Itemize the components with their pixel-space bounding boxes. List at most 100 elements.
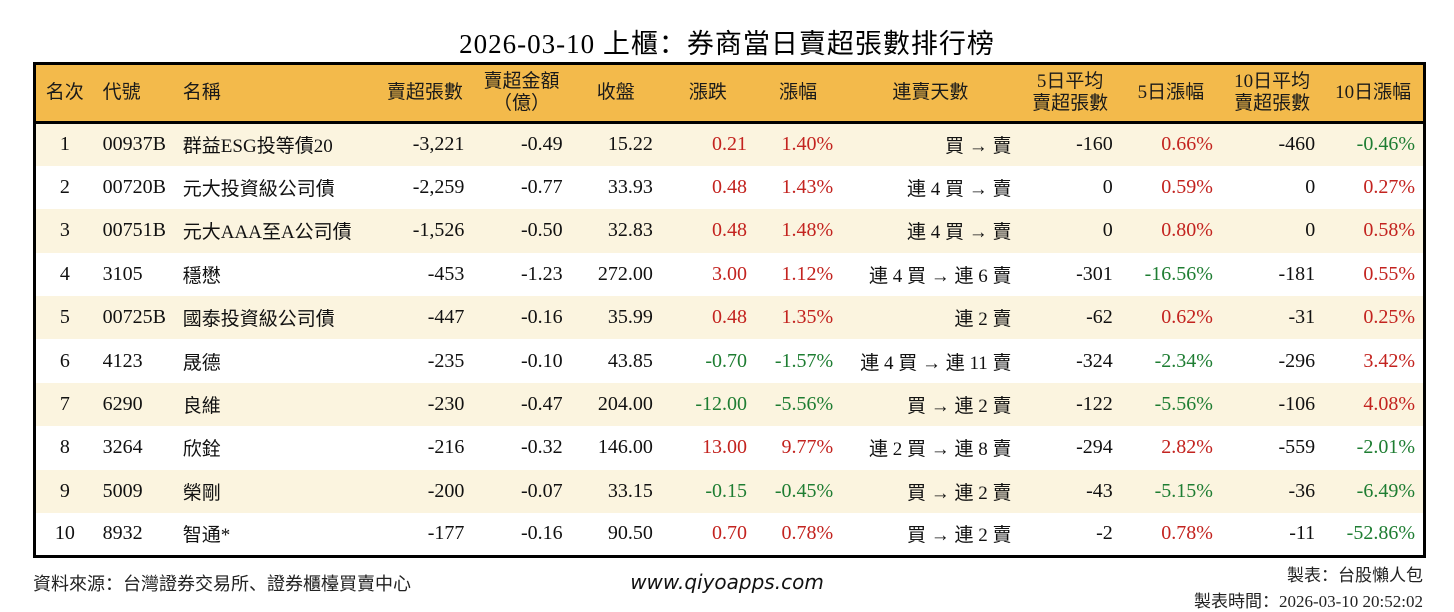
- sell-amount-cell: -0.16: [520, 522, 563, 545]
- name-cell: 榮剛: [182, 482, 221, 504]
- sell-amount-cell: -0.77: [520, 176, 563, 199]
- sell-amount-cell: -1.23: [520, 262, 563, 285]
- sell-amount-cell: -0.47: [520, 393, 563, 416]
- ranking-table: 名次 代號 名稱 賣超張數 賣超金額 （億） 收盤 漲跌 漲幅 連賣天數 5日平…: [33, 62, 1426, 558]
- change-pct-cell: 1.12%: [781, 262, 834, 285]
- table-row: 3 00751B 元大AAA至A公司債 -1,526 -0.50 32.83 0…: [34, 209, 1425, 253]
- avg5-cell: -43: [1086, 479, 1113, 502]
- code-cell: 00720B: [102, 176, 166, 199]
- avg10-cell: -36: [1288, 479, 1316, 502]
- avg5-cell: -324: [1076, 349, 1113, 372]
- name-cell: 穩懋: [182, 265, 221, 287]
- name-cell: 元大投資級公司債: [182, 179, 335, 201]
- code-cell: 8932: [102, 522, 143, 545]
- pct5-cell: 0.80%: [1161, 219, 1213, 242]
- change-cell: 0.48: [712, 219, 748, 242]
- pct10-cell: -52.86%: [1346, 522, 1415, 545]
- table-row: 6 4123 晟德 -235 -0.10 43.85 -0.70 -1.57% …: [34, 339, 1425, 383]
- sell-amount-cell: -0.16: [520, 306, 563, 329]
- change-pct-cell: 1.35%: [781, 306, 834, 329]
- change-pct-cell: -1.57%: [774, 349, 834, 372]
- credit-author: 製表：台股懶人包: [1287, 566, 1423, 585]
- sell-amount-cell: -0.07: [520, 479, 563, 502]
- table-row: 7 6290 良維 -230 -0.47 204.00 -12.00 -5.56…: [34, 382, 1425, 427]
- change-pct-cell: 9.77%: [781, 436, 834, 459]
- page-title: 2026-03-10 上櫃：券商當日賣超張數排行榜: [459, 29, 995, 59]
- sell-amount-cell: -0.50: [520, 219, 563, 242]
- sell-lots-cell: -453: [427, 262, 465, 285]
- pct5-cell: -16.56%: [1144, 262, 1213, 285]
- rank-cell: 7: [59, 393, 70, 416]
- pct10-cell: -6.49%: [1356, 479, 1415, 502]
- streak-cell: 買 → 連 2 賣: [907, 525, 1012, 547]
- sell-lots-cell: -200: [427, 479, 465, 502]
- name-cell: 智通*: [182, 525, 231, 547]
- pct10-cell: 0.58%: [1363, 219, 1415, 242]
- streak-cell: 連 4 買 → 賣: [907, 179, 1012, 201]
- name-cell: 元大AAA至A公司債: [182, 222, 352, 244]
- header-name: 名稱: [176, 63, 378, 124]
- avg5-cell: -2: [1096, 522, 1113, 545]
- pct10-cell: -0.46%: [1356, 133, 1415, 156]
- streak-cell: 買 → 連 2 賣: [907, 396, 1012, 418]
- rank-cell: 8: [59, 436, 70, 459]
- header-change-pct: 漲幅: [755, 63, 842, 124]
- streak-cell: 連 2 買 → 連 8 賣: [869, 439, 1012, 461]
- rank-cell: 6: [59, 349, 70, 372]
- name-cell: 國泰投資級公司債: [182, 309, 335, 331]
- sell-lots-cell: -230: [427, 393, 465, 416]
- header-streak: 連賣天數: [841, 63, 1020, 124]
- pct10-cell: 3.42%: [1363, 349, 1415, 372]
- pct5-cell: 0.78%: [1161, 522, 1213, 545]
- avg5-cell: -122: [1076, 393, 1113, 416]
- pct5-cell: 0.66%: [1161, 133, 1213, 156]
- rank-cell: 10: [54, 522, 75, 545]
- avg5-cell: -160: [1076, 133, 1113, 156]
- header-avg10: 10日平均 賣超張數: [1220, 63, 1324, 124]
- close-cell: 204.00: [597, 393, 653, 416]
- name-cell: 欣銓: [182, 439, 221, 461]
- website-url: www.qiyoapps.com: [630, 570, 824, 594]
- change-cell: 13.00: [702, 436, 748, 459]
- code-cell: 5009: [102, 479, 143, 502]
- close-cell: 90.50: [607, 522, 653, 545]
- avg5-cell: 0: [1102, 219, 1113, 242]
- change-pct-cell: 0.78%: [781, 522, 834, 545]
- pct5-cell: -5.15%: [1154, 479, 1213, 502]
- close-cell: 272.00: [597, 262, 653, 285]
- sell-lots-cell: -2,259: [412, 176, 465, 199]
- rank-cell: 3: [59, 219, 70, 242]
- avg10-cell: -31: [1288, 306, 1316, 329]
- rank-cell: 4: [59, 262, 70, 285]
- sell-lots-cell: -235: [427, 349, 465, 372]
- pct5-cell: -2.34%: [1154, 349, 1213, 372]
- change-pct-cell: -0.45%: [774, 479, 834, 502]
- rank-cell: 1: [59, 133, 70, 156]
- avg10-cell: 0: [1305, 176, 1316, 199]
- header-pct10: 10日漲幅: [1323, 63, 1425, 124]
- close-cell: 32.83: [607, 219, 653, 242]
- table-body: 1 00937B 群益ESG投等債20 -3,221 -0.49 15.22 0…: [34, 122, 1425, 557]
- close-cell: 35.99: [607, 306, 653, 329]
- table-header: 名次 代號 名稱 賣超張數 賣超金額 （億） 收盤 漲跌 漲幅 連賣天數 5日平…: [34, 63, 1425, 124]
- code-cell: 00937B: [102, 133, 166, 156]
- change-cell: 0.21: [712, 133, 748, 156]
- sell-lots-cell: -447: [427, 306, 465, 329]
- header-close: 收盤: [570, 63, 661, 124]
- name-cell: 群益ESG投等債20: [182, 136, 333, 158]
- avg10-cell: -559: [1278, 436, 1316, 459]
- avg10-cell: -460: [1278, 133, 1316, 156]
- sell-amount-cell: -0.32: [520, 436, 563, 459]
- pct10-cell: 0.55%: [1363, 262, 1415, 285]
- pct5-cell: 2.82%: [1161, 436, 1213, 459]
- code-cell: 3264: [102, 436, 143, 459]
- close-cell: 146.00: [597, 436, 653, 459]
- header-sell-lots: 賣超張數: [377, 63, 473, 124]
- code-cell: 00725B: [102, 306, 166, 329]
- streak-cell: 連 2 賣: [954, 309, 1012, 331]
- pct5-cell: -5.56%: [1154, 393, 1213, 416]
- header-row: 名次 代號 名稱 賣超張數 賣超金額 （億） 收盤 漲跌 漲幅 連賣天數 5日平…: [34, 63, 1425, 124]
- change-cell: 0.48: [712, 306, 748, 329]
- header-avg5: 5日平均 賣超張數: [1019, 63, 1121, 124]
- code-cell: 3105: [102, 262, 143, 285]
